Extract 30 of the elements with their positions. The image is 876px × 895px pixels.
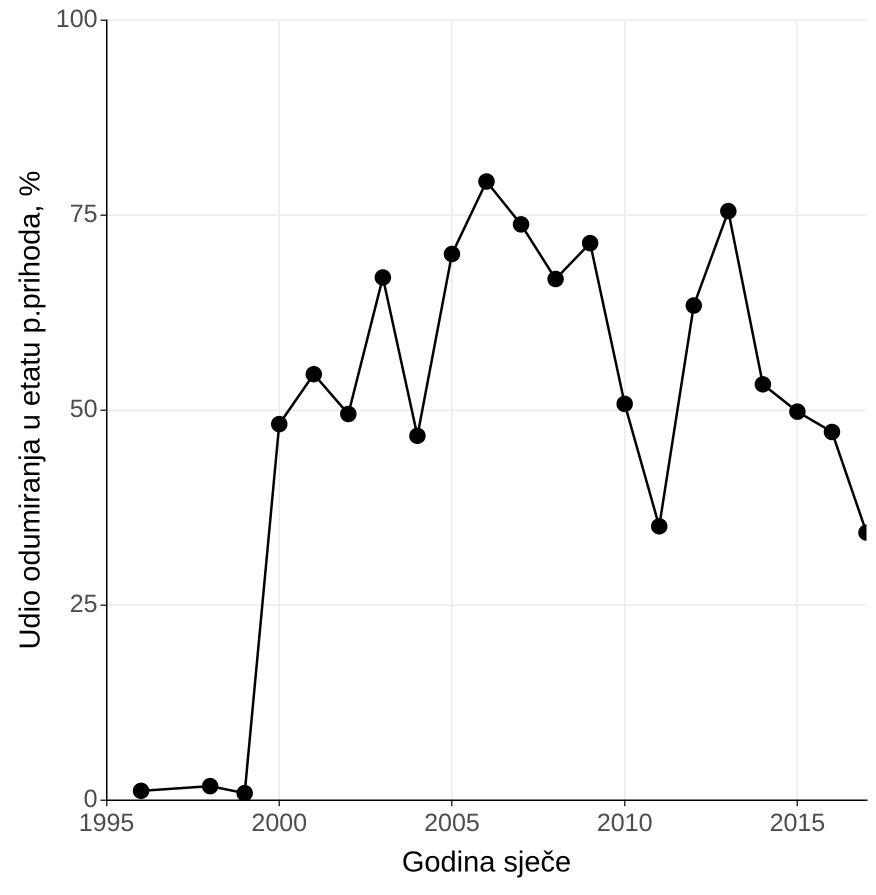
point	[478, 173, 495, 190]
point	[132, 782, 150, 800]
x-tick-label: 2005	[424, 809, 480, 838]
y-tick-label: 100	[56, 4, 98, 33]
point	[340, 406, 357, 422]
x-tick-label: 2000	[251, 809, 308, 838]
y-axis-title: Udio odumiranja u etatu p.prihoda, %	[14, 170, 46, 650]
point	[236, 784, 253, 800]
point	[650, 518, 668, 535]
point	[686, 297, 702, 314]
point	[306, 366, 322, 382]
y-tick-label: 75	[70, 200, 98, 228]
point	[374, 269, 392, 286]
point	[824, 424, 840, 440]
point	[409, 428, 426, 444]
y-tick-label: 25	[70, 590, 98, 618]
x-tick-label: 2010	[596, 809, 652, 838]
point	[270, 416, 288, 432]
point	[444, 246, 460, 262]
point	[789, 403, 806, 420]
x-tick-label: 2015	[770, 809, 826, 838]
point	[547, 270, 564, 288]
point	[616, 396, 633, 412]
point	[512, 216, 530, 233]
point	[582, 234, 598, 252]
point	[720, 202, 737, 220]
point	[754, 376, 772, 393]
x-axis-title: Godina sječe	[402, 846, 572, 879]
point	[202, 778, 218, 794]
y-tick-label: 50	[70, 394, 98, 423]
